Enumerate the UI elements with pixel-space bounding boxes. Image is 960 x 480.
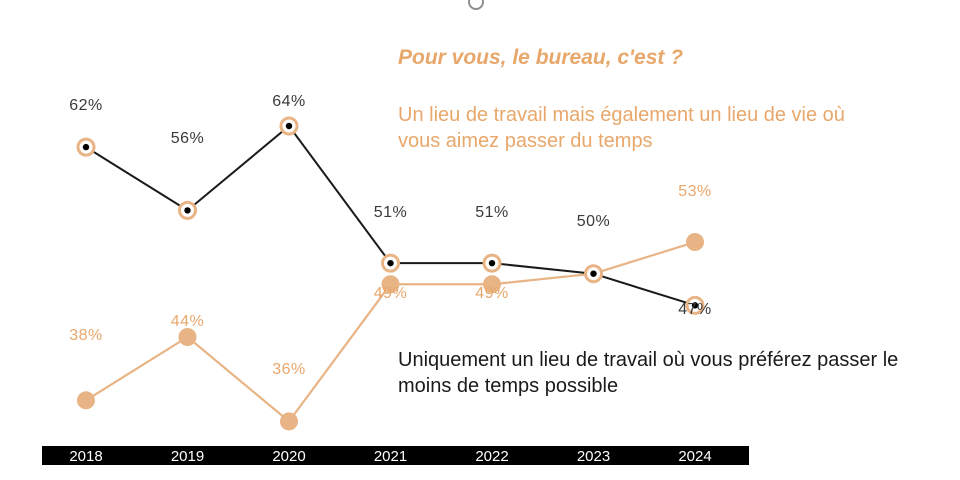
- chart-title: Pour vous, le bureau, c'est ?: [398, 46, 684, 69]
- data-label: 36%: [272, 361, 306, 378]
- series-work-only-point-dot: [82, 143, 90, 151]
- series-label-work-only: Uniquement un lieu de travail où vous pr…: [398, 349, 899, 397]
- series-office-life-point: [686, 233, 704, 252]
- series-work-only-point-dot: [488, 259, 496, 267]
- series-office-life-point: [381, 275, 400, 294]
- series-office-life-point: [77, 391, 95, 410]
- data-label: 49%: [475, 285, 509, 302]
- series-office-life-point: [280, 412, 298, 431]
- data-label: 44%: [171, 313, 205, 330]
- x-axis-bar: [42, 446, 749, 465]
- series-office-life-point: [178, 328, 197, 346]
- x-tick-label: 2024: [678, 448, 711, 465]
- data-label: 62%: [69, 97, 103, 114]
- data-label: 51%: [374, 204, 408, 221]
- data-label: 53%: [678, 183, 712, 200]
- x-tick-label: 2019: [171, 448, 204, 465]
- circle-icon: [468, 0, 484, 10]
- data-label: 51%: [475, 204, 509, 221]
- series-office-life-point: [483, 275, 501, 294]
- series-work-only-point-dot: [387, 259, 394, 267]
- x-tick-label: 2018: [69, 448, 102, 465]
- x-tick-label: 2022: [475, 448, 508, 465]
- series-work-only-point-dot: [184, 207, 191, 214]
- series-work-only-point-dot: [285, 122, 293, 130]
- data-label: 50%: [577, 213, 611, 230]
- x-tick-label: 2023: [577, 448, 610, 465]
- data-label: 47%: [678, 301, 712, 318]
- data-label: 49%: [374, 285, 408, 302]
- series-work-only-point-dot: [691, 302, 699, 309]
- series-work-only-point-dot: [590, 270, 597, 277]
- x-tick-label: 2021: [374, 448, 407, 465]
- series-label-office-life: Un lieu de travail mais également un lie…: [398, 104, 845, 152]
- x-tick-label: 2020: [272, 448, 305, 465]
- data-label: 64%: [272, 93, 306, 110]
- data-label: 56%: [171, 130, 205, 147]
- data-label: 38%: [69, 327, 103, 344]
